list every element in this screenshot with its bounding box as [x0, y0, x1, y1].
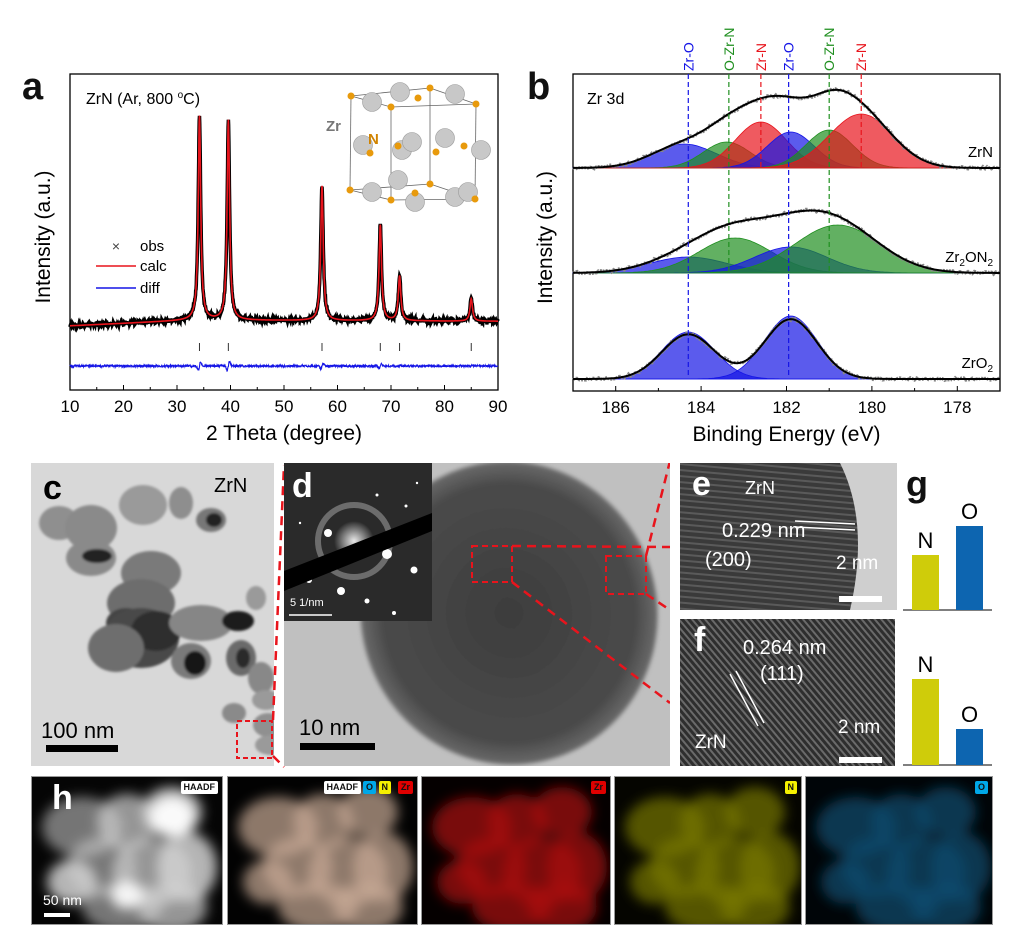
hrtem-image-f: f 0.264 nm (111) ZrN 2 nm [680, 619, 895, 766]
plane-label: (111) [760, 663, 804, 686]
spectrum-label: ZrN [968, 144, 993, 161]
panel-h-letter: h [52, 779, 73, 818]
fit-component-blue [573, 316, 1000, 379]
x-tick-label: 178 [943, 398, 971, 417]
reference-label: O-Zr-N [821, 27, 837, 71]
bar-O [956, 526, 983, 610]
scale-bar [839, 596, 882, 602]
chart-title: Zr 3d [587, 91, 624, 108]
hrtem-image-e: e ZrN 0.229 nm (200) 2 nm [680, 463, 897, 610]
hrtem-image-d: d 5 1/nm 10 nm [284, 463, 670, 766]
x-tick-label: 182 [772, 398, 800, 417]
eds-map-image [422, 777, 611, 925]
eds-map-5: O [805, 776, 993, 925]
scale-bar-label: 10 nm [299, 715, 360, 741]
element-tag: O [363, 781, 376, 794]
element-tag: N [785, 781, 798, 794]
saed-inset: d 5 1/nm [284, 463, 432, 621]
plane-label: (200) [705, 549, 752, 572]
scale-bar-label: 2 nm [838, 717, 880, 739]
eds-map-image [228, 777, 418, 925]
spectrum-label: ZrO2 [962, 355, 994, 375]
eds-map-1: HAADF h 50 nm [31, 776, 223, 925]
bar-label: N [918, 652, 934, 677]
panel-d-letter: d [292, 467, 313, 506]
reference-label: Zr-N [853, 43, 869, 71]
scale-bar-label: 2 nm [836, 553, 878, 575]
y-axis-label: Intensity (a.u.) [534, 171, 557, 304]
eds-map-3: Zr [421, 776, 611, 925]
element-tag: Zr [398, 781, 413, 794]
element-tag: HAADF [324, 781, 362, 794]
phase-label: ZrN [695, 732, 727, 754]
x-tick-label: 186 [602, 398, 630, 417]
scale-bar-label: 50 nm [43, 892, 82, 908]
element-tag: HAADF [181, 781, 219, 794]
reference-label: O-Zr-N [721, 27, 737, 71]
scale-bar [44, 913, 70, 917]
element-tag: N [379, 781, 392, 794]
d-spacing-label: 0.264 nm [743, 637, 826, 660]
reference-label: Zr-O [680, 42, 696, 71]
bar-label: N [918, 528, 934, 553]
x-axis-label: Binding Energy (eV) [693, 423, 881, 446]
x-tick-label: 180 [858, 398, 886, 417]
scale-bar [300, 743, 375, 750]
reference-label: Zr-N [753, 43, 769, 71]
bar-N [912, 679, 939, 765]
panel-f-letter: f [694, 621, 705, 660]
eds-map-4: N [614, 776, 802, 925]
phase-label: ZrN [745, 478, 775, 499]
xps-spectrum-3: ZrO2 [573, 316, 1000, 380]
bar-label: O [961, 702, 978, 727]
spectrum-label: Zr2ON2 [945, 249, 993, 269]
panel-e-letter: e [692, 465, 711, 504]
element-tag: Zr [591, 781, 606, 794]
xps-chart: 186 184 182 180 178 Binding Energy (eV) Intens… [0, 0, 1031, 455]
d-spacing-label: 0.229 nm [722, 520, 805, 543]
x-tick-label: 184 [687, 398, 715, 417]
xps-spectrum-1: ZrN [573, 89, 1000, 169]
reference-label: Zr-O [781, 42, 797, 71]
element-tag: O [975, 781, 988, 794]
element-ratio-chart: N O N O [900, 460, 1000, 770]
bar-O [956, 729, 983, 765]
eds-map-image [806, 777, 993, 925]
bar-label: O [961, 499, 978, 524]
scale-bar [839, 757, 882, 763]
saed-scale-label: 5 1/nm [290, 597, 324, 609]
eds-map-2: Zr N O HAADF [227, 776, 418, 925]
xps-spectrum-2: Zr2ON2 [573, 209, 1000, 274]
eds-map-image [615, 777, 802, 925]
bar-N [912, 555, 939, 610]
